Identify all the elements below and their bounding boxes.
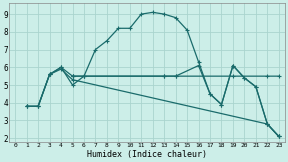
X-axis label: Humidex (Indice chaleur): Humidex (Indice chaleur) xyxy=(87,150,207,159)
